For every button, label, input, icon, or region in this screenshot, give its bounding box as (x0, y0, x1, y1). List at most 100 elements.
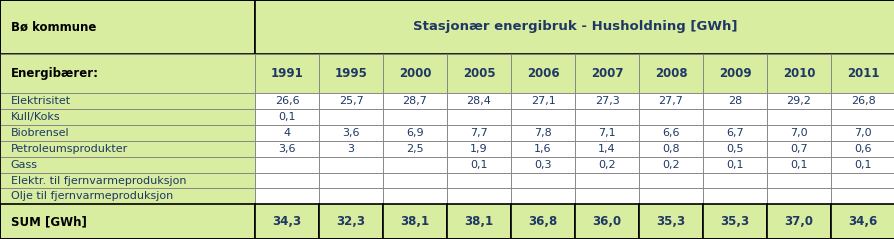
Bar (510, 189, 574, 204)
Bar (383, 93, 447, 109)
Bar (830, 93, 894, 109)
Text: 7,1: 7,1 (597, 128, 615, 138)
Bar (703, 204, 766, 239)
Bar (703, 141, 766, 157)
Text: 0,1: 0,1 (853, 160, 871, 170)
Text: 1995: 1995 (334, 67, 367, 80)
Bar (638, 189, 702, 204)
Text: 1,9: 1,9 (469, 144, 487, 154)
Text: Energibærer:: Energibærer: (11, 67, 98, 80)
Text: 32,3: 32,3 (336, 215, 365, 228)
Text: SUM [GWh]: SUM [GWh] (11, 215, 87, 228)
Bar (703, 54, 766, 93)
Bar (575, 109, 638, 125)
Text: 34,6: 34,6 (848, 215, 877, 228)
Bar (830, 189, 894, 204)
Text: 29,2: 29,2 (786, 96, 811, 106)
Text: Bø kommune: Bø kommune (11, 20, 96, 33)
Bar (638, 93, 702, 109)
Bar (383, 141, 447, 157)
Text: Elektr. til fjernvarmeproduksjon: Elektr. til fjernvarmeproduksjon (11, 175, 186, 185)
Text: 34,3: 34,3 (272, 215, 301, 228)
Bar (318, 54, 383, 93)
Bar (447, 173, 510, 189)
Text: 0,3: 0,3 (534, 160, 552, 170)
Bar (638, 109, 702, 125)
Bar (318, 109, 383, 125)
Text: 25,7: 25,7 (338, 96, 363, 106)
Text: 1,6: 1,6 (534, 144, 552, 154)
Bar (638, 157, 702, 173)
Bar (318, 93, 383, 109)
Bar (447, 109, 510, 125)
Bar (703, 157, 766, 173)
Text: 0,6: 0,6 (853, 144, 871, 154)
Bar (703, 109, 766, 125)
Bar (638, 141, 702, 157)
Text: 36,0: 36,0 (592, 215, 621, 228)
Text: 7,7: 7,7 (469, 128, 487, 138)
Bar (255, 54, 318, 93)
Bar (575, 204, 638, 239)
Text: 0,7: 0,7 (789, 144, 807, 154)
Text: 1991: 1991 (270, 67, 303, 80)
Bar (575, 93, 638, 109)
Text: 27,7: 27,7 (658, 96, 683, 106)
Bar (318, 173, 383, 189)
Bar (383, 157, 447, 173)
Bar (766, 157, 830, 173)
Bar (255, 157, 318, 173)
Text: 6,6: 6,6 (662, 128, 679, 138)
Text: 2008: 2008 (654, 67, 687, 80)
Bar (830, 157, 894, 173)
Text: 2,5: 2,5 (406, 144, 424, 154)
Bar (0, 204, 255, 239)
Bar (0, 173, 255, 189)
Bar (0, 93, 255, 109)
Bar (830, 109, 894, 125)
Bar (383, 54, 447, 93)
Bar (0, 157, 255, 173)
Text: 4: 4 (283, 128, 291, 138)
Text: Elektrisitet: Elektrisitet (11, 96, 71, 106)
Text: 27,3: 27,3 (594, 96, 619, 106)
Bar (575, 141, 638, 157)
Bar (318, 204, 383, 239)
Text: 7,0: 7,0 (789, 128, 807, 138)
Bar (766, 189, 830, 204)
Text: 38,1: 38,1 (464, 215, 493, 228)
Bar (766, 173, 830, 189)
Bar (447, 93, 510, 109)
Text: 35,3: 35,3 (720, 215, 749, 228)
Text: 35,3: 35,3 (655, 215, 685, 228)
Bar (383, 109, 447, 125)
Bar (255, 189, 318, 204)
Text: 2009: 2009 (718, 67, 750, 80)
Text: 7,0: 7,0 (853, 128, 871, 138)
Bar (255, 125, 318, 141)
Bar (447, 54, 510, 93)
Text: 0,1: 0,1 (725, 160, 743, 170)
Text: 26,6: 26,6 (274, 96, 299, 106)
Bar (318, 189, 383, 204)
Text: 37,0: 37,0 (784, 215, 813, 228)
Text: 6,9: 6,9 (406, 128, 424, 138)
Text: 2010: 2010 (782, 67, 814, 80)
Bar (318, 141, 383, 157)
Text: 0,1: 0,1 (278, 112, 296, 122)
Text: Kull/Koks: Kull/Koks (11, 112, 60, 122)
Bar (383, 189, 447, 204)
Text: 0,2: 0,2 (662, 160, 679, 170)
Bar (510, 109, 574, 125)
Bar (383, 125, 447, 141)
Bar (766, 93, 830, 109)
Text: 2005: 2005 (462, 67, 494, 80)
Bar (0, 125, 255, 141)
Text: 3: 3 (347, 144, 354, 154)
Text: 0,8: 0,8 (662, 144, 679, 154)
Bar (510, 54, 574, 93)
Text: 7,8: 7,8 (534, 128, 552, 138)
Bar (0, 189, 255, 204)
Bar (510, 93, 574, 109)
Bar (447, 157, 510, 173)
